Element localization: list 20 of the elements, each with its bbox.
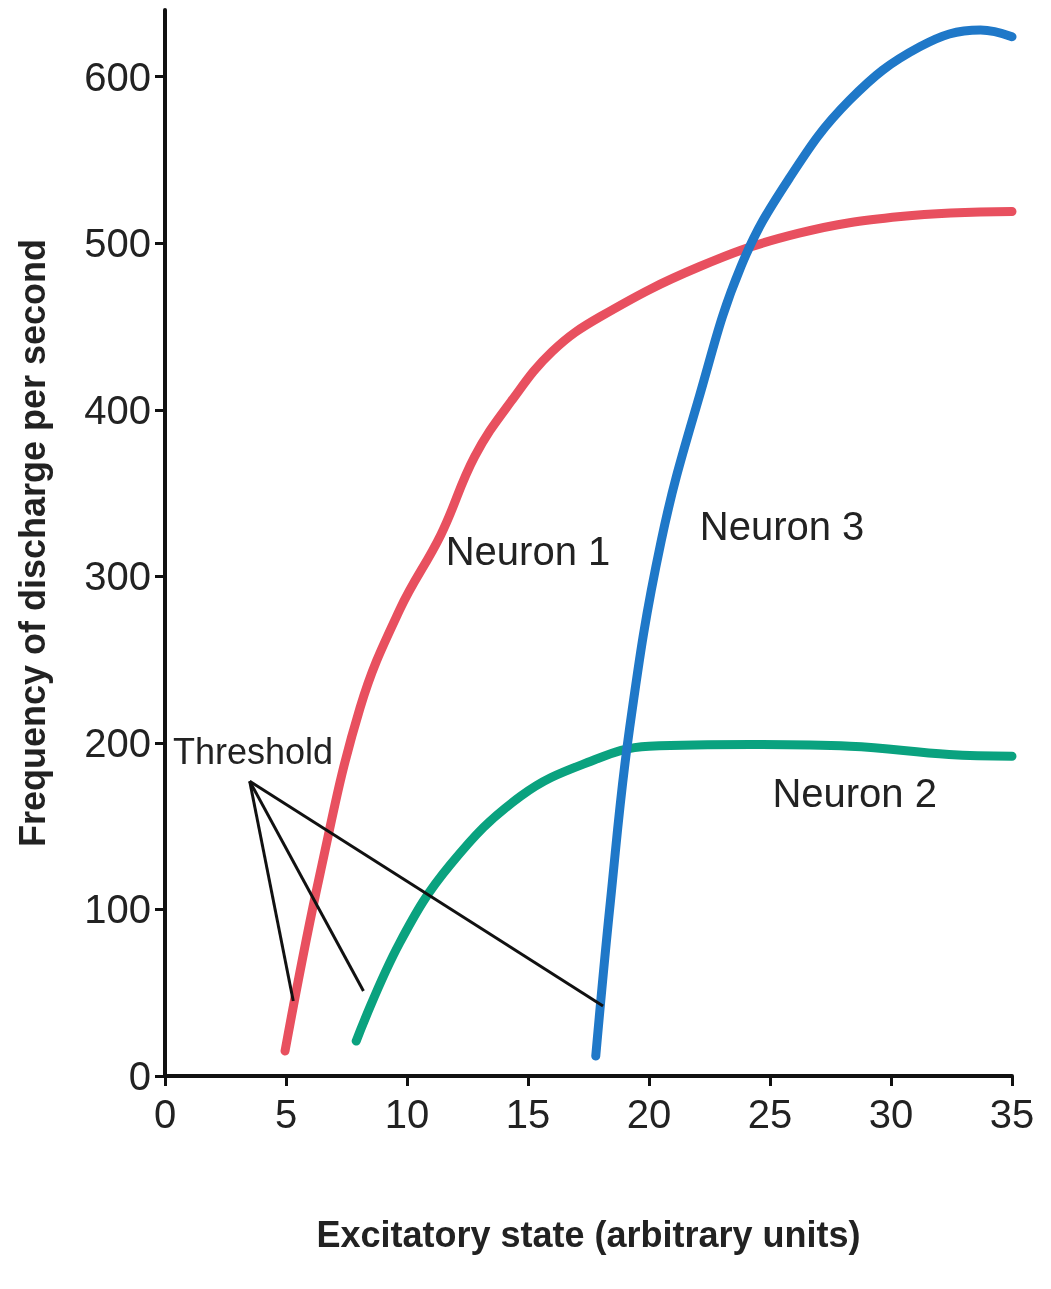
series-label: Neuron 1 <box>445 529 611 574</box>
x-tick-label: 20 <box>626 1092 672 1136</box>
annotation: Threshold <box>173 730 334 772</box>
x-tick-label: 25 <box>747 1092 793 1136</box>
y-tick-label: 100 <box>84 887 151 932</box>
series-label: Neuron 2 <box>772 770 937 815</box>
x-tick-label: 5 <box>274 1092 298 1136</box>
x-tick-label: 30 <box>868 1092 914 1136</box>
x-tick-label: 35 <box>989 1092 1035 1136</box>
y-tick-label: 0 <box>128 1054 151 1098</box>
y-axis-title: Frequency of discharge per second <box>11 238 53 848</box>
series-label: Neuron 3 <box>699 504 865 549</box>
x-tick-label: 10 <box>384 1092 430 1136</box>
y-tick-label: 500 <box>84 221 151 266</box>
y-tick-label: 200 <box>84 720 151 765</box>
x-axis-title: Excitatory state (arbitrary units) <box>316 1213 861 1255</box>
y-tick-label: 300 <box>84 554 151 599</box>
y-tick-label: 400 <box>84 387 151 432</box>
x-tick-label: 15 <box>505 1092 551 1136</box>
y-tick-label: 600 <box>84 54 151 99</box>
